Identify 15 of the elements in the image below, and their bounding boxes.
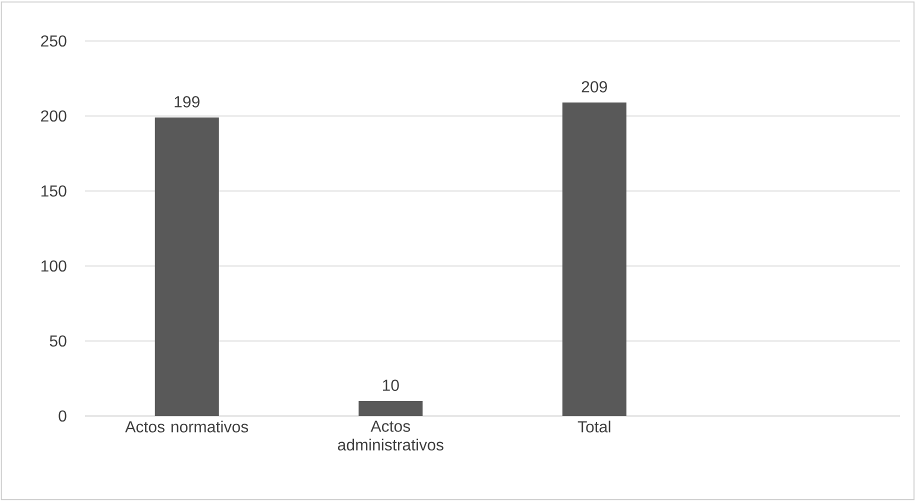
y-tick-label: 100 — [41, 260, 66, 272]
bar — [154, 118, 219, 416]
data-label: 209 — [582, 81, 607, 92]
y-tick-label: 50 — [50, 335, 66, 347]
y-tick-label: 0 — [58, 410, 66, 422]
bar — [562, 102, 626, 416]
x-tick-label: Actos administrativos — [338, 420, 444, 451]
x-tick-label: Total — [578, 420, 610, 432]
y-tick-label: 200 — [41, 110, 66, 122]
bar — [358, 401, 423, 416]
y-tick-label: 150 — [41, 185, 66, 197]
y-tick-label: 250 — [41, 35, 66, 47]
data-label: 199 — [174, 96, 200, 108]
data-label: 10 — [382, 380, 399, 391]
x-tick-label: Actos normativos — [125, 420, 248, 432]
